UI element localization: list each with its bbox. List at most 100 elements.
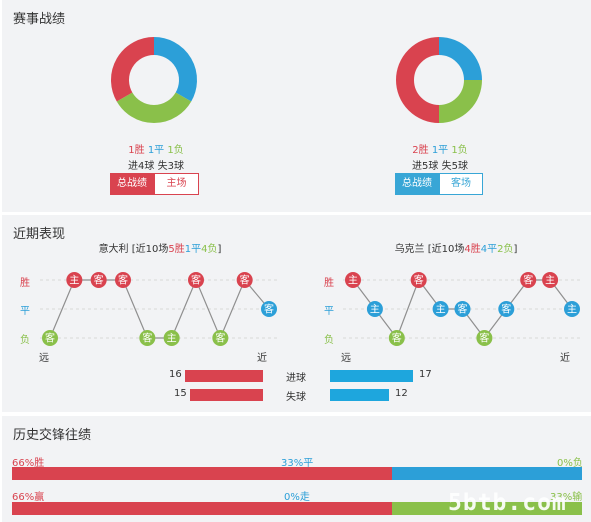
left-match-point[interactable] [90, 272, 107, 288]
history-row2-win-bar [12, 502, 392, 515]
record-left-loss: 1负 [167, 145, 184, 156]
history-title: 历史交锋往绩 [13, 428, 92, 443]
right-match-point[interactable] [345, 272, 361, 288]
recent-right-draw: 4平 [480, 244, 498, 255]
tab-total-record-left[interactable]: 总战绩 [110, 173, 154, 195]
left-xlabel-far: 远 [39, 353, 49, 364]
left-match-point[interactable] [66, 272, 83, 288]
right-match-venue: 客 [392, 332, 402, 345]
right-match-point[interactable] [410, 272, 427, 288]
recent-form-chart: 客主客客客 主客客客客主主客客主 客客客客 主主 [40, 272, 582, 346]
left-match-venue: 客 [118, 274, 128, 287]
recent-left-win: 5胜 [168, 244, 185, 255]
left-conceded-value: 15 [174, 388, 187, 399]
history-row2-left: 66%赢 [12, 492, 45, 503]
tab-home-record-left[interactable]: 主场 [154, 173, 199, 195]
recent-right-win: 4胜 [464, 244, 481, 255]
right-match-venue: 客 [479, 332, 489, 345]
left-match-point[interactable] [42, 330, 58, 346]
recent-left-team: 意大利 [98, 244, 129, 255]
record-right-results: 2胜 1平 1负 [360, 141, 520, 156]
left-match-point[interactable] [139, 330, 156, 346]
record-left-win-slice [111, 37, 155, 102]
left-ylabel-loss: 负 [20, 335, 30, 346]
left-ylabel-draw: 平 [20, 306, 30, 317]
right-match-venue: 主 [348, 275, 358, 287]
right-goals-bar [330, 370, 413, 382]
left-match-venue: 客 [142, 332, 152, 345]
left-conceded-bar [190, 389, 263, 401]
history-row1-win-bar [12, 467, 392, 480]
history-row1-mid: 33%平 [281, 458, 314, 469]
recent-left-draw: 1平 [184, 244, 202, 255]
right-match-point[interactable] [366, 301, 383, 317]
left-match-point[interactable] [188, 272, 204, 288]
right-match-venue: 主 [436, 304, 446, 316]
left-form-line [49, 278, 270, 340]
right-match-point[interactable] [498, 301, 515, 317]
right-ylabel-loss: 负 [324, 335, 334, 346]
record-title: 赛事战绩 [13, 12, 66, 27]
record-donut-left [111, 37, 482, 123]
record-right-draw: 1平 [431, 145, 449, 156]
right-match-point[interactable] [542, 272, 559, 288]
recent-right-post: ] [513, 244, 518, 255]
right-match-venue: 主 [545, 275, 555, 287]
left-match-point[interactable] [236, 272, 253, 288]
left-match-venue: 客 [240, 274, 250, 287]
right-match-point[interactable] [520, 272, 537, 288]
history-row1-right: 0%负 [557, 458, 583, 469]
record-left-draw-slice [153, 37, 197, 102]
tab-total-record-right[interactable]: 总战绩 [395, 173, 439, 195]
history-row1-left: 66%胜 [12, 458, 45, 469]
right-match-point[interactable] [454, 301, 471, 317]
left-match-venue: 主 [167, 333, 177, 345]
history-row2-loss-bar [392, 502, 582, 515]
right-match-venue: 客 [414, 274, 424, 287]
right-goals-value: 17 [419, 369, 432, 380]
right-match-point[interactable] [476, 330, 493, 346]
left-match-venue: 主 [69, 275, 79, 287]
right-ylabel-win: 胜 [324, 278, 334, 289]
left-goals-bar [185, 370, 263, 382]
right-match-venue: 客 [458, 303, 468, 316]
record-left-draw: 1平 [147, 145, 165, 156]
history-row2-mid: 0%走 [284, 492, 310, 503]
right-conceded-bar [330, 389, 389, 401]
recent-title: 近期表现 [13, 227, 66, 242]
left-match-venue: 客 [191, 274, 201, 287]
left-match-point[interactable] [115, 272, 131, 288]
history-row1-draw-bar [392, 467, 582, 480]
tab-away-record-right[interactable]: 客场 [439, 173, 483, 195]
right-match-point[interactable] [432, 301, 449, 317]
recent-left-header: 意大利 [近10场5胜1平4负] [40, 240, 280, 255]
record-left-goals: 进4球 失3球 [128, 161, 184, 172]
record-right-win: 2胜 [412, 145, 429, 156]
left-match-point[interactable] [212, 330, 229, 346]
right-conceded-value: 12 [395, 388, 408, 399]
record-left-loss-slice [116, 92, 192, 123]
left-ylabel-win: 胜 [20, 278, 30, 289]
goals-label: 进球 [286, 373, 306, 384]
recent-left-post: ] [217, 244, 222, 255]
left-match-venue: 客 [264, 303, 274, 316]
record-right-draw-slice [438, 37, 482, 81]
left-goals-value: 16 [169, 369, 182, 380]
recent-left-loss: 4负 [201, 244, 218, 255]
left-match-venue: 客 [45, 332, 55, 345]
recent-left-pre: [近10场 [131, 244, 169, 255]
left-match-venue: 客 [94, 274, 104, 287]
right-match-venue: 主 [370, 304, 380, 316]
right-match-venue: 客 [523, 274, 533, 287]
right-xlabel-near: 近 [560, 353, 570, 364]
right-match-venue: 客 [501, 303, 511, 316]
left-match-point[interactable] [261, 301, 277, 317]
right-match-point[interactable] [564, 301, 580, 317]
record-left-results: 1胜 1平 1负 [76, 141, 236, 156]
record-right-goals: 进5球 失5球 [412, 161, 468, 172]
left-match-point[interactable] [163, 330, 180, 346]
right-match-point[interactable] [388, 330, 405, 346]
history-row2-right: 33%输 [550, 492, 583, 503]
right-match-venue: 主 [567, 304, 577, 316]
record-section: 赛事战绩 1胜 1平 1负 进4球 失3球 总战绩 主场 2胜 1平 1负 进5… [2, 0, 591, 212]
